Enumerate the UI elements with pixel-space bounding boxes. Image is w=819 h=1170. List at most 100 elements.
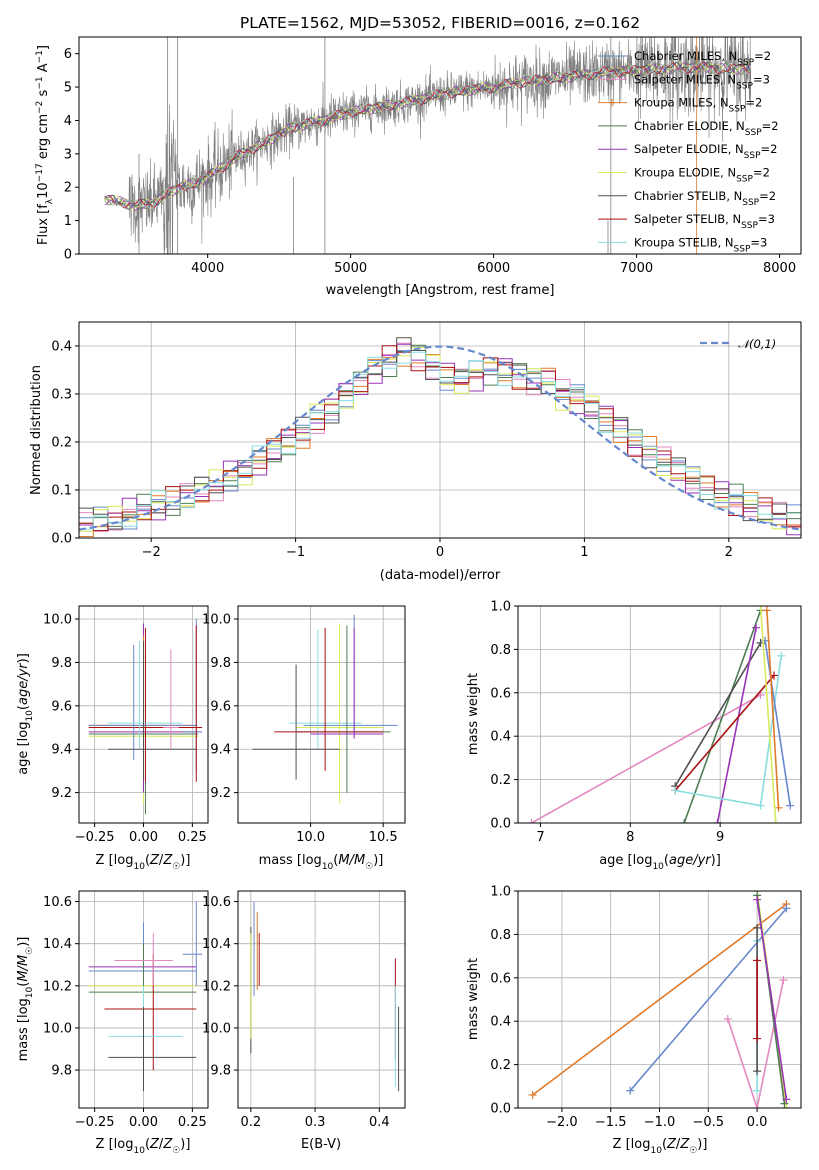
panel-5: 7 8 9 0.0 0.2 0.4 0.6 0.8 1.0 [490,600,802,846]
label-part: ( [16,705,31,710]
label-part: =3 [758,212,775,226]
x-tick-label: −1.5 [595,1115,627,1130]
label-part: 10 [650,1146,662,1156]
label-part: ☉ [365,862,373,872]
label-part: ( [664,853,669,868]
x-tick-label: 0 [436,545,444,560]
panel-8-ylabel: mass weight [466,958,481,1040]
y-tick-label: 0.8 [490,643,511,658]
legend-label: Kroupa ELODIE, NSSP=2 [634,166,770,185]
label-part: ☉ [25,947,35,955]
label-part: SSP [737,58,754,68]
x-tick-label: 9 [716,830,724,845]
legend-label: Salpeter MILES, NSSP=3 [634,72,770,91]
weight-line [716,627,757,823]
label-part: SSP [742,198,759,208]
weight-series [762,606,783,812]
weight-line [674,674,775,792]
weight-line [629,907,788,1092]
error-bar-point [163,649,179,750]
y-tick-label: 9.2 [210,786,231,801]
weight-marker [782,1095,791,1104]
weight-series [626,904,791,1095]
error-bar-point [88,943,197,1050]
x-tick-label: 0.25 [178,830,207,845]
y-tick-label: 1.0 [490,600,511,615]
weight-marker [777,651,786,660]
label-part: −17 [35,163,45,182]
y-tick-label: 0.6 [490,971,511,986]
ticks: −2 −1 0 1 2 0.0 0.1 0.2 0.3 0.4 [51,340,733,561]
label-part: ] [36,45,51,50]
y-tick-label: 10.6 [202,895,231,910]
label-part: =3 [753,72,770,86]
panel-3-xlabel: Z [log10(Z/Z☉)] [96,853,191,872]
legend-entry: Kroupa ELODIE, NSSP=2 [598,166,770,185]
label-part: Z [log [613,1137,651,1152]
plot-area [250,901,400,1092]
error-bar-point [104,954,197,1071]
x-tick-label: 8000 [763,261,796,276]
label-part: 10 [133,862,145,872]
plot-area [104,37,752,254]
weight-marker [723,1015,732,1024]
y-tick-label: 10.0 [202,1021,231,1036]
label-part: mass [log [259,853,322,868]
label-part: ☉ [172,1146,180,1156]
error-bar-point [310,627,384,739]
weight-series [527,690,765,823]
error-bar-point [88,645,197,761]
legend-entry: Salpeter MILES, NSSP=3 [598,72,770,91]
label-part: Kroupa MILES, N [634,96,729,110]
label-part: SSP [741,221,758,231]
panel-6-xlabel: Z [log10(Z/Z☉)] [96,1137,191,1156]
legend-marker [608,98,616,107]
weight-marker [671,786,680,795]
panel-2: −2 −1 0 1 2 0.0 0.1 0.2 0.3 0.4 [51,321,802,561]
y-tick-label: 9.6 [51,699,72,714]
plot-area [88,901,203,1092]
weight-marker [753,923,762,932]
label-part: M/M [16,955,31,982]
label-part: Z [162,1137,173,1152]
label-part: age [log [599,853,652,868]
ticks: 7 8 9 0.0 0.2 0.4 0.6 0.8 1.0 [490,600,724,846]
label-part: −1 [35,76,45,89]
x-tick-label: 6000 [477,261,510,276]
legend-label: Chabrier ELODIE, NSSP=2 [634,119,779,138]
y-tick-label: 0.2 [490,1058,511,1073]
grid-lines [238,606,405,823]
panel-3-ylabel: age [log10(age/yr)] [16,653,35,775]
weight-marker [753,895,762,904]
x-tick-label: 0.00 [129,1115,158,1130]
error-bar-point [108,985,183,1081]
x-tick-label: 2 [725,545,733,560]
label-part: λ [45,198,55,204]
error-bar-point [274,627,384,771]
error-bar-point [88,636,197,771]
legend-entry: Kroupa STELIB, NSSP=3 [598,235,767,254]
label-part: SSP [744,151,761,161]
label-part: =2 [754,49,771,63]
legend-label: Chabrier STELIB, NSSP=2 [634,189,776,208]
grid-lines [518,605,801,824]
label-part: ☉ [689,1146,697,1156]
legend-entry: Chabrier STELIB, NSSP=2 [598,189,776,208]
label-part: )] [16,653,31,663]
weight-marker [753,1104,762,1108]
legend-label: Kroupa MILES, NSSP=2 [634,96,762,115]
panel-7-xlabel: E(B-V) [301,1137,341,1152]
ticks: 0.2 0.3 0.4 9.8 10.0 10.2 10.4 10.6 [202,895,390,1130]
error-bar-point [114,933,173,986]
model-line [104,61,751,211]
ticks: 10.0 10.5 9.2 9.4 9.6 9.8 10.0 [202,613,398,845]
label-part: / [159,853,164,868]
label-part: SSP [734,244,751,254]
label-part: )] [180,853,190,868]
panel-4-xlabel: mass [log10(M/M☉)] [259,853,384,872]
weight-line [766,610,780,808]
y-tick-label: 0 [64,248,72,263]
y-tick-label: 0.8 [490,928,511,943]
weight-series [671,671,779,795]
